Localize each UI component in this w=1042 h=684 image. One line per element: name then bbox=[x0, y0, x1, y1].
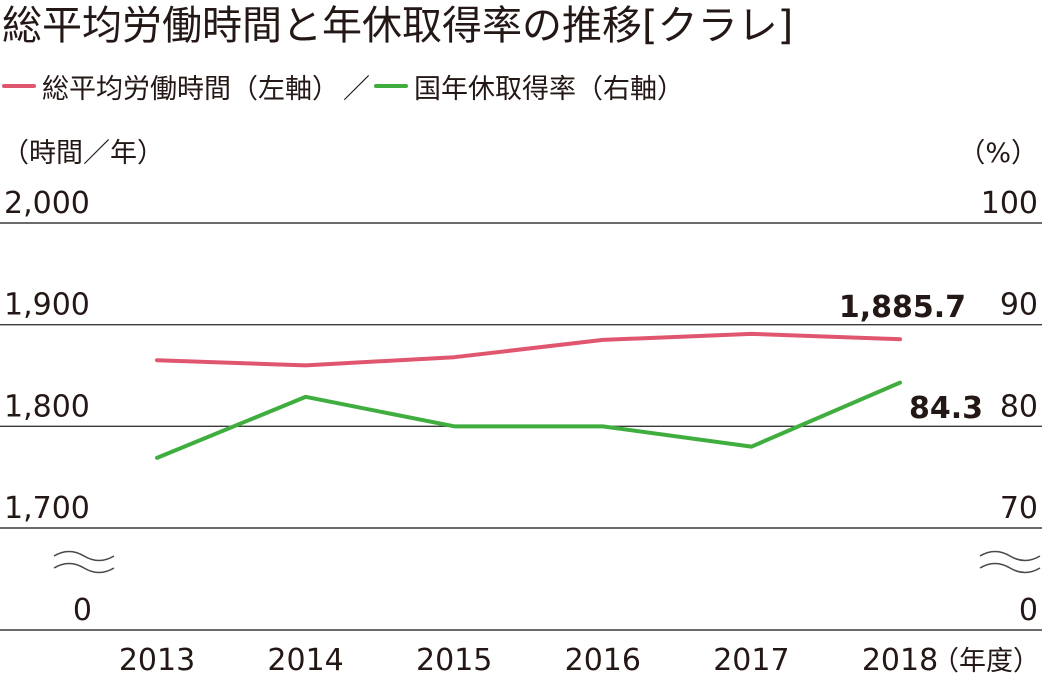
left-tick-label: 1,900 bbox=[4, 288, 90, 323]
left-tick-label: 1,800 bbox=[4, 389, 90, 424]
series-line-leave bbox=[155, 380, 902, 460]
right-axis-unit: （%） bbox=[958, 138, 1038, 169]
left-tick-label: 2,000 bbox=[4, 186, 90, 221]
legend-swatch-hours bbox=[2, 84, 36, 88]
end-label-hours: 1,885.7 bbox=[839, 290, 966, 325]
left-axis-break-mark bbox=[53, 550, 115, 562]
left-tick-label: 1,700 bbox=[4, 491, 90, 526]
right-tick-label: 90 bbox=[1000, 288, 1038, 323]
left-axis-break-mark bbox=[53, 562, 115, 574]
right-tick-label-zero: 0 bbox=[1019, 593, 1038, 628]
right-axis-break-mark bbox=[979, 562, 1041, 574]
x-tick-label: 2016 bbox=[565, 643, 641, 678]
right-tick-label: 70 bbox=[1000, 491, 1038, 526]
x-tick-label: 2018 bbox=[862, 643, 938, 678]
end-label-leave: 84.3 bbox=[909, 391, 983, 426]
chart-title: 総平均労働時間と年休取得率の推移[クラレ] bbox=[2, 3, 794, 49]
left-tick-label-zero: 0 bbox=[73, 593, 92, 628]
legend-swatch-leave bbox=[374, 84, 408, 88]
left-axis-unit: （時間／年） bbox=[2, 138, 164, 169]
right-axis-break-mark bbox=[979, 550, 1041, 562]
x-axis-unit: （年度） bbox=[932, 646, 1040, 677]
legend: 総平均労働時間（左軸） ／ 国年休取得率（右軸） bbox=[2, 68, 684, 105]
x-tick-label: 2017 bbox=[713, 643, 789, 678]
legend-label-leave: 国年休取得率（右軸） bbox=[414, 73, 684, 105]
right-tick-label: 100 bbox=[981, 186, 1038, 221]
legend-separator: ／ bbox=[343, 73, 370, 105]
right-tick-label: 80 bbox=[1000, 389, 1038, 424]
x-tick-label: 2014 bbox=[267, 643, 343, 678]
legend-label-hours: 総平均労働時間（左軸） bbox=[42, 73, 339, 105]
series-line-hours bbox=[155, 331, 902, 368]
x-tick-label: 2013 bbox=[119, 643, 195, 678]
x-tick-label: 2015 bbox=[416, 643, 492, 678]
